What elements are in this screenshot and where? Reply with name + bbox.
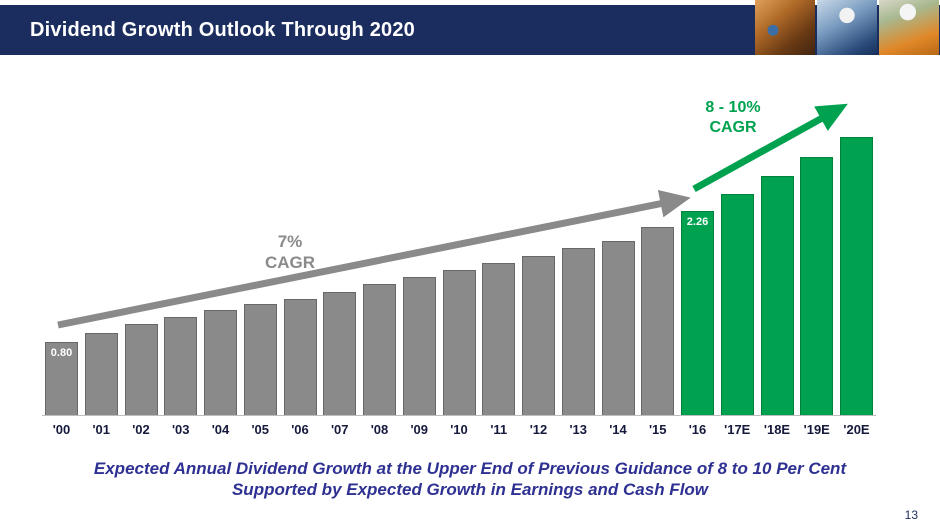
bar-group (599, 127, 638, 415)
x-axis-label: '20E (843, 422, 870, 437)
x-axis-label: '17E (724, 422, 751, 437)
bar-10 (442, 270, 476, 415)
bar-06 (283, 299, 317, 415)
bar-group (360, 127, 399, 415)
slide-header: Dividend Growth Outlook Through 2020 (0, 0, 940, 55)
x-axis-label: '11 (490, 422, 508, 437)
bar-11 (482, 263, 516, 415)
bar-chart-bars: 0.80 2.26 (42, 127, 876, 415)
bar-group (161, 127, 200, 415)
bar-value-label: 2.26 (686, 216, 709, 228)
industrial-plant-workers-photo (755, 0, 815, 55)
bar-group (82, 127, 121, 415)
historical-cagr-label: 7% CAGR (264, 232, 316, 273)
bar-group (758, 127, 797, 415)
bar-12 (522, 256, 555, 415)
caption-line-1: Expected Annual Dividend Growth at the U… (93, 459, 847, 478)
x-axis-label: '00 (52, 422, 71, 437)
bar-08 (363, 284, 396, 415)
header-photo-strip (755, 0, 939, 55)
x-axis-label: '16 (688, 422, 707, 437)
bar-group (638, 127, 677, 415)
x-axis-label: '18E (763, 422, 791, 437)
bar-07 (323, 292, 357, 415)
bar-group (718, 127, 757, 415)
page-number: 13 (904, 508, 918, 522)
bar-group (519, 127, 558, 415)
bar-value-label: 0.80 (50, 347, 73, 359)
x-axis-label: '02 (132, 422, 150, 437)
bar-group: 2.26 (678, 127, 717, 415)
slide-caption: Expected Annual Dividend Growth at the U… (0, 459, 940, 500)
bar-18E (760, 176, 794, 415)
bar-02 (124, 324, 158, 415)
x-axis-label: '08 (370, 422, 389, 437)
x-axis-label: '01 (92, 422, 111, 437)
bar-group (440, 127, 479, 415)
bar-group (400, 127, 439, 415)
x-axis-line (42, 415, 876, 416)
bar-group (122, 127, 161, 415)
bar-19E (800, 157, 834, 415)
x-axis-label: '09 (410, 422, 429, 437)
bar-15 (641, 227, 675, 415)
bar-group (837, 127, 876, 415)
bar-01 (84, 333, 118, 415)
caption-line-2: Supported by Expected Growth in Earnings… (231, 479, 709, 499)
worker-orange-vest-photo (879, 0, 939, 55)
x-axis-label: '12 (529, 422, 548, 437)
x-axis-label: '04 (211, 422, 230, 437)
bar-09 (402, 277, 436, 415)
forecast-cagr-label: 8 - 10% CAGR (705, 99, 761, 136)
x-axis-label: '05 (251, 422, 270, 437)
bar-20E (840, 137, 873, 415)
bar-group (797, 127, 836, 415)
bar-group (559, 127, 598, 415)
x-axis-label: '10 (450, 422, 468, 437)
bar-group: 0.80 (42, 127, 81, 415)
x-axis-label: '03 (171, 422, 190, 437)
x-axis-label: '06 (291, 422, 309, 437)
bar-17E (720, 194, 754, 415)
bar-03 (164, 317, 198, 415)
x-axis-label: '13 (569, 422, 588, 437)
bar-14 (601, 241, 635, 415)
bar-00: 0.80 (45, 342, 78, 415)
bar-group (479, 127, 518, 415)
x-axis-label: '14 (609, 422, 627, 437)
x-axis-label: '07 (330, 422, 349, 437)
bar-13 (561, 248, 595, 415)
page-title: Dividend Growth Outlook Through 2020 (30, 18, 415, 41)
x-axis-label: '15 (648, 422, 667, 437)
bar-chart-xlabels: '00 '01 '02 '03 '04 '05 '06 '07 '08 '09 '10 '11 '12 '… (42, 422, 876, 437)
worker-blue-hardhat-photo (817, 0, 877, 55)
bar-04 (204, 310, 237, 415)
bar-16: 2.26 (681, 211, 714, 415)
x-axis-label: '19E (803, 422, 830, 437)
bar-05 (243, 304, 277, 415)
